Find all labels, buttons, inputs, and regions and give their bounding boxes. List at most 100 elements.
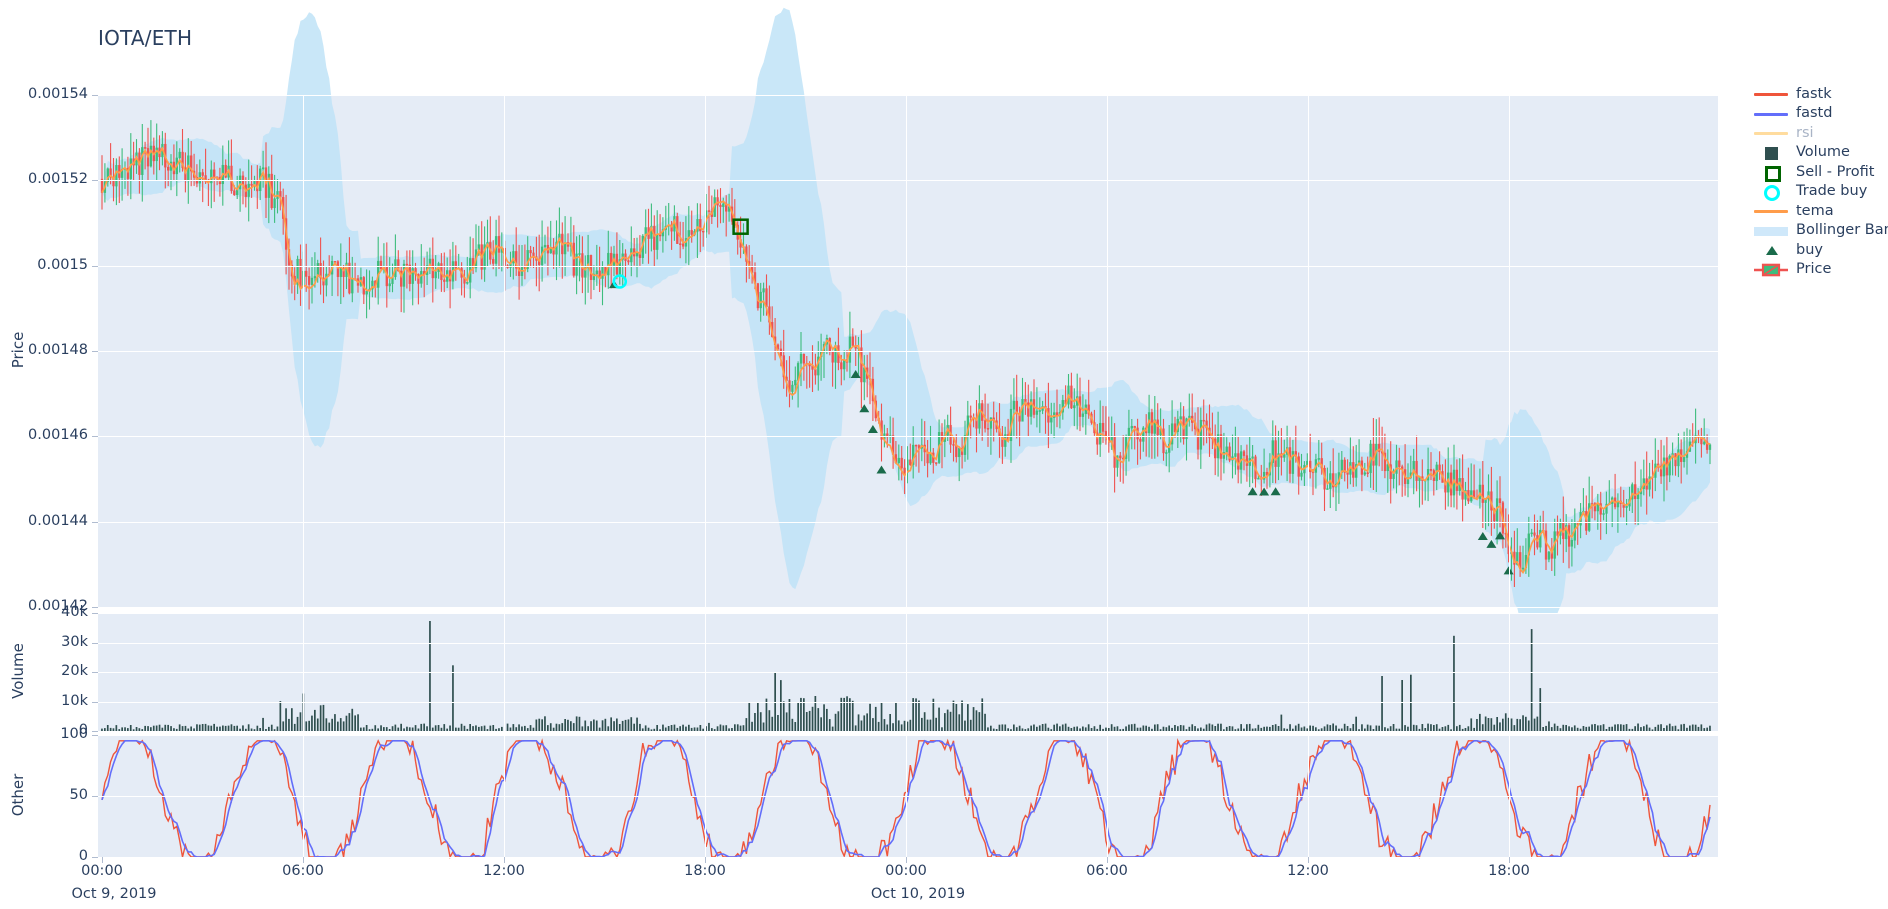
gridline-horizontal — [98, 796, 1718, 797]
legend-label: rsi — [1796, 124, 1814, 141]
legend-item-bollinger-band[interactable]: Bollinger Band — [1752, 221, 1888, 241]
legend-label: tema — [1796, 202, 1834, 219]
legend-item-trade-buy[interactable]: Trade buy — [1752, 182, 1888, 202]
legend-label: Price — [1796, 261, 1832, 278]
gridline-vertical — [705, 613, 706, 731]
x-axis-tick: 06:00 — [282, 863, 324, 879]
volume-ytick: 30k — [61, 633, 88, 650]
volume-axis-title: Volume — [9, 643, 27, 699]
axis-tick-mark — [92, 731, 98, 732]
legend[interactable]: fastk fastd rsi Volume Sell - Profit Trade bu… — [1752, 84, 1888, 279]
x-axis-tick: 12:00 — [483, 863, 525, 879]
gridline-vertical — [303, 613, 304, 731]
legend-label: fastd — [1796, 105, 1833, 122]
filled-square-icon — [1752, 143, 1790, 162]
gridline-horizontal — [98, 607, 1718, 608]
gridline-vertical — [1509, 735, 1510, 857]
legend-item-rsi[interactable]: rsi — [1752, 123, 1888, 143]
gridline-horizontal — [98, 672, 1718, 673]
gridline-horizontal — [98, 95, 1718, 96]
line-icon — [1752, 84, 1790, 103]
gridline-vertical — [504, 735, 505, 857]
candlestick-series — [100, 120, 1712, 587]
volume-bar-series — [101, 621, 1711, 732]
legend-item-tema[interactable]: tema — [1752, 201, 1888, 221]
gridline-horizontal — [98, 702, 1718, 703]
gridline-horizontal — [98, 857, 1718, 858]
gridline-horizontal — [98, 266, 1718, 267]
gridline-vertical — [1308, 735, 1309, 857]
legend-item-fastd[interactable]: fastd — [1752, 104, 1888, 124]
sell-profit-marker — [732, 218, 749, 235]
gridline-vertical — [705, 735, 706, 857]
axis-tick-mark — [92, 266, 98, 267]
band-icon — [1752, 221, 1790, 240]
x-axis-group-label: Oct 9, 2019 — [71, 886, 157, 902]
x-axis-tick: 06:00 — [1086, 863, 1128, 879]
open-circle-icon — [1752, 182, 1790, 201]
price-ytick: 0.00146 — [28, 427, 88, 444]
legend-item-buy[interactable]: buy — [1752, 240, 1888, 260]
volume-ytick: 40k — [61, 604, 88, 620]
other-ytick: 0 — [78, 848, 88, 864]
axis-tick-mark — [1509, 857, 1510, 863]
x-axis-group-label: Oct 10, 2019 — [870, 886, 966, 902]
volume-ytick: 0 — [78, 722, 88, 738]
gridline-vertical — [1308, 95, 1309, 607]
gridline-horizontal — [98, 436, 1718, 437]
open-square-icon — [1752, 162, 1790, 183]
price-ytick: 0.00152 — [28, 171, 88, 188]
axis-tick-mark — [92, 613, 98, 614]
volume-ytick: 20k — [61, 663, 88, 679]
gridline-vertical — [906, 95, 907, 607]
gridline-vertical — [1107, 735, 1108, 857]
legend-label: Volume — [1796, 144, 1850, 161]
gridline-vertical — [1107, 95, 1108, 607]
axis-tick-mark — [92, 180, 98, 181]
axis-tick-mark — [92, 796, 98, 797]
triangle-up-icon — [1752, 240, 1790, 259]
axis-tick-mark — [92, 522, 98, 523]
gridline-horizontal — [98, 613, 1718, 614]
volume-ytick: 10k — [61, 692, 88, 709]
gridline-vertical — [303, 95, 304, 607]
x-axis-tick: 00:00 — [81, 863, 123, 879]
legend-item-price[interactable]: Price — [1752, 260, 1888, 280]
x-axis-tick: 18:00 — [684, 863, 726, 879]
axis-tick-mark — [92, 702, 98, 703]
gridline-vertical — [906, 735, 907, 857]
gridline-vertical — [705, 95, 706, 607]
axis-tick-mark — [92, 857, 98, 858]
x-axis-tick: 00:00 — [885, 863, 927, 879]
line-icon — [1752, 104, 1790, 123]
axis-tick-mark — [504, 857, 505, 863]
axis-tick-mark — [1107, 857, 1108, 863]
gridline-vertical — [504, 613, 505, 731]
price-ytick: 0.0015 — [37, 256, 88, 273]
legend-label: buy — [1796, 241, 1823, 258]
line-icon — [1752, 201, 1790, 220]
legend-item-sell-profit[interactable]: Sell - Profit — [1752, 162, 1888, 183]
axis-tick-mark — [92, 351, 98, 352]
x-axis-tick: 18:00 — [1488, 863, 1530, 879]
legend-label: Sell - Profit — [1796, 163, 1875, 180]
legend-label: Bollinger Band — [1796, 222, 1888, 239]
gridline-vertical — [303, 735, 304, 857]
legend-item-volume[interactable]: Volume — [1752, 143, 1888, 163]
other-ytick: 50 — [69, 787, 88, 803]
legend-label: fastk — [1796, 85, 1832, 102]
axis-tick-mark — [92, 672, 98, 673]
line-icon — [1752, 123, 1790, 142]
gridline-vertical — [1509, 95, 1510, 607]
gridline-horizontal — [98, 731, 1718, 732]
x-axis-tick: 12:00 — [1287, 863, 1329, 879]
axis-tick-mark — [92, 643, 98, 644]
volume-plot-svg — [101, 621, 1711, 732]
gridline-horizontal — [98, 351, 1718, 352]
axis-tick-mark — [705, 857, 706, 863]
gridline-horizontal — [98, 735, 1718, 736]
other-ytick: 100 — [60, 726, 88, 742]
legend-item-fastk[interactable]: fastk — [1752, 84, 1888, 104]
price-ytick: 0.00148 — [28, 342, 88, 358]
